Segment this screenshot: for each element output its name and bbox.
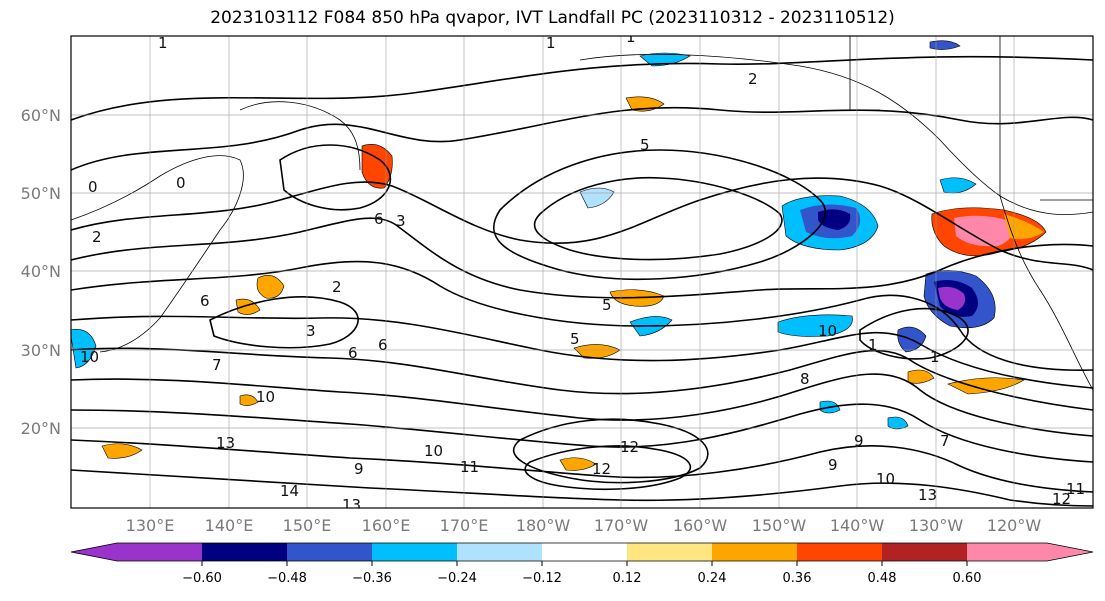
lon-label: 140°W	[830, 516, 885, 535]
colorbar-segment	[542, 543, 627, 561]
contour-label: 8	[800, 370, 810, 388]
colorbar-segment	[372, 543, 457, 561]
colorbar-segment	[117, 543, 202, 561]
graticule	[71, 36, 1093, 508]
lat-label-40n: 40°N	[21, 262, 61, 281]
lon-label: 180°W	[516, 516, 571, 535]
contour-label: 5	[640, 136, 650, 154]
contour-label: 0	[176, 174, 186, 192]
contour-label: 7	[212, 356, 222, 374]
lat-label-60n: 60°N	[21, 106, 61, 125]
lon-label: 150°E	[283, 516, 332, 535]
contour-label: 0	[88, 178, 98, 196]
lon-label: 170°W	[594, 516, 649, 535]
colorbar-segment	[287, 543, 372, 561]
contour-label: 6	[348, 344, 358, 362]
contour-label: 10	[876, 470, 895, 488]
lon-label: 120°W	[987, 516, 1042, 535]
contour-label: 2	[748, 70, 758, 88]
map-frame	[70, 35, 1094, 509]
ivt-contours	[71, 55, 1093, 507]
contour-label: 1	[546, 34, 556, 52]
contour-label: 6	[374, 210, 384, 228]
contour-label: 14	[280, 482, 299, 500]
colorbar-segment	[797, 543, 882, 561]
colorbar-outline	[70, 542, 1094, 562]
contour-label: 12	[1052, 490, 1071, 508]
colorbar-tick-label: 0.24	[698, 571, 727, 586]
lon-label: 150°W	[752, 516, 807, 535]
shaded-qvapor-field	[71, 40, 1047, 471]
contour-label: 1	[626, 28, 636, 46]
contour-labels: 1 1 1 2 0 0 2 5 5 6 3 6 2 3 6 6 7 10 10 …	[80, 28, 1085, 514]
lon-label: 170°E	[440, 516, 489, 535]
colorbar-tick-label: −0.24	[437, 571, 477, 586]
contour-label: 9	[354, 460, 364, 478]
colorbar-tick-label: 0.12	[613, 571, 642, 586]
colorbar-tick-label: 0.60	[953, 571, 982, 586]
contour-label: 10	[256, 388, 275, 406]
contour-label: 1	[158, 34, 168, 52]
longitude-labels: 130°E 140°E 150°E 160°E 170°E 180°W 170°…	[126, 516, 1042, 535]
contour-label: 3	[396, 212, 406, 230]
contour-label: 13	[216, 434, 235, 452]
contour-label: 12	[620, 438, 639, 456]
colorbar-tick-label: −0.48	[267, 571, 307, 586]
colorbar-segment	[457, 543, 542, 561]
contour-label: 10	[818, 322, 837, 340]
lat-label-50n: 50°N	[21, 184, 61, 203]
contour-label: 12	[592, 460, 611, 478]
colorbar-tick-label: 0.36	[783, 571, 812, 586]
contour-label: 1	[868, 336, 878, 354]
contour-label: 6	[378, 336, 388, 354]
contour-label: 13	[918, 486, 937, 504]
colorbar-tick-label: −0.36	[352, 571, 392, 586]
contour-label: 10	[80, 348, 99, 366]
contour-label: 1	[930, 348, 940, 366]
map-title: 2023103112 F084 850 hPa qvapor, IVT Land…	[210, 8, 895, 28]
contour-label: 11	[1066, 480, 1085, 498]
contour-label: 3	[306, 322, 316, 340]
contour-label: 5	[602, 296, 612, 314]
contour-label: 7	[940, 432, 950, 450]
colorbar-segment	[967, 543, 1047, 561]
colorbar-segment	[882, 543, 967, 561]
colorbar-tick-label: −0.60	[182, 571, 222, 586]
contour-label: 5	[570, 330, 580, 348]
lat-label-20n: 20°N	[21, 419, 61, 438]
contour-label: 10	[424, 442, 443, 460]
colorbar-tick-label: 0.48	[868, 571, 897, 586]
colorbar: −0.60 −0.48 −0.36 −0.24 −0.12 0.12 0.24 …	[70, 542, 1094, 586]
contour-label: 6	[200, 292, 210, 310]
lon-label: 160°W	[673, 516, 728, 535]
colorbar-segment	[627, 543, 712, 561]
contour-label: 9	[854, 432, 864, 450]
lon-label: 140°E	[205, 516, 254, 535]
lon-label: 130°E	[126, 516, 175, 535]
colorbar-segment	[1047, 543, 1093, 561]
lon-label: 160°E	[362, 516, 411, 535]
lat-label-30n: 30°N	[21, 341, 61, 360]
lon-label: 130°W	[909, 516, 964, 535]
contour-label: 2	[332, 278, 342, 296]
contour-label: 11	[460, 458, 479, 476]
colorbar-tick-label: −0.12	[522, 571, 562, 586]
colorbar-segment	[202, 543, 287, 561]
contour-label: 2	[92, 228, 102, 246]
colorbar-segment	[71, 543, 117, 561]
contour-label: 9	[828, 456, 838, 474]
colorbar-ticks: −0.60 −0.48 −0.36 −0.24 −0.12 0.12 0.24 …	[182, 561, 981, 586]
latitude-labels: 60°N 50°N 40°N 30°N 20°N	[21, 106, 61, 438]
colorbar-segment	[712, 543, 797, 561]
contour-label: 13	[342, 496, 361, 514]
